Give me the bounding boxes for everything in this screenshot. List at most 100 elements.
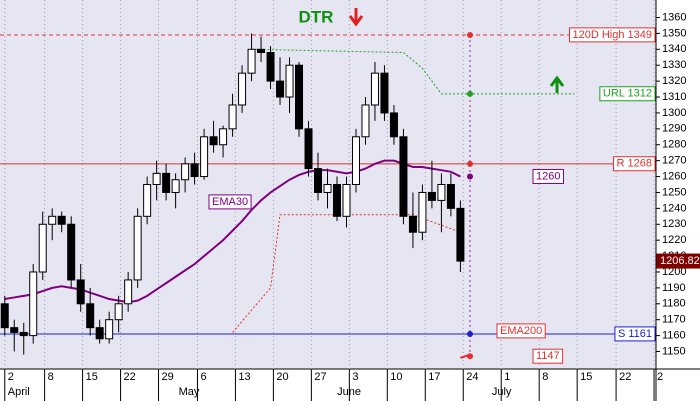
x-tick-label: 15 — [86, 371, 98, 383]
level-dot — [467, 160, 473, 167]
label-box — [614, 326, 656, 342]
month-label: April — [8, 386, 30, 398]
candle-body — [446, 184, 455, 209]
y-tick-label: 1260 — [662, 170, 686, 182]
label-box — [656, 253, 700, 269]
y-tick-label: 1280 — [662, 139, 686, 151]
candle-body — [19, 331, 28, 337]
candle-body — [67, 223, 76, 281]
x-tick-label: 2 — [8, 371, 14, 383]
level-label: S 1161 — [618, 328, 652, 340]
chart-title: DTR — [299, 7, 334, 26]
stop-line — [251, 48, 575, 95]
x-tick-label: 24 — [466, 371, 478, 383]
x-tick-label: 15 — [580, 371, 592, 383]
candle-body — [389, 112, 398, 138]
level-label: 1260 — [536, 170, 560, 182]
candle-body — [456, 207, 465, 262]
level-label: URL 1312 — [603, 88, 652, 100]
candle-body — [276, 80, 285, 98]
label-box — [496, 323, 546, 339]
candle-body — [399, 136, 408, 217]
y-tick-label: 1200 — [662, 266, 686, 278]
candle-body — [95, 327, 104, 340]
candle-body — [10, 327, 19, 333]
candle-body — [48, 215, 57, 225]
x-tick-label: 22 — [124, 371, 136, 383]
x-tick-label: 1 — [504, 371, 510, 383]
candle-body — [57, 215, 66, 225]
level-dot — [467, 173, 473, 180]
level-label: R 1268 — [617, 158, 652, 170]
y-tick-label: 1180 — [662, 298, 686, 310]
label-box — [532, 348, 564, 364]
candle-body — [361, 104, 370, 138]
candle-body — [323, 184, 332, 193]
stop-line — [232, 214, 461, 333]
level-label: 120D High 1349 — [572, 29, 652, 41]
candle-body — [38, 223, 47, 273]
candle-body — [437, 184, 446, 201]
candle-body — [152, 172, 161, 185]
candle-body — [181, 163, 190, 181]
x-tick-label: 29 — [162, 371, 174, 383]
y-tick-label: 1350 — [662, 27, 686, 39]
candle-body — [408, 215, 417, 233]
x-tick-label: 17 — [428, 371, 440, 383]
candle-body — [219, 128, 228, 146]
candle-body — [200, 136, 209, 178]
candle-body — [418, 191, 427, 233]
y-tick-label: 1190 — [662, 282, 686, 294]
ema200-line — [460, 353, 471, 359]
label-box — [208, 194, 252, 210]
candle-body — [370, 72, 379, 106]
candle-body — [257, 48, 266, 53]
candle-body — [143, 184, 152, 217]
y-tick-label: 1240 — [662, 202, 686, 214]
candle-body — [266, 51, 275, 82]
level-dot — [467, 331, 473, 338]
x-tick-label: 22 — [619, 371, 631, 383]
candle-body — [29, 271, 38, 337]
month-label: June — [337, 386, 361, 398]
candle-body — [285, 64, 294, 98]
y-tick-label: 1360 — [662, 11, 686, 23]
candle-body — [304, 128, 313, 170]
candle-body — [86, 303, 95, 329]
candle-body — [314, 168, 323, 193]
label-box — [532, 168, 564, 184]
last-price-label: 1206.82 — [660, 255, 700, 267]
x-tick-label: 10 — [390, 371, 402, 383]
y-tick-label: 1220 — [662, 234, 686, 246]
candle-body — [342, 184, 351, 217]
candle-body — [124, 279, 133, 305]
candle-body — [76, 279, 85, 305]
month-label: May — [179, 386, 200, 398]
level-label: 1147 — [536, 350, 560, 362]
candle-body — [332, 184, 341, 217]
y-tick-label: 1230 — [662, 218, 686, 230]
candle-body — [238, 72, 247, 106]
y-tick-label: 1270 — [662, 155, 686, 167]
candle-body — [380, 72, 389, 114]
y-tick-label: 1300 — [662, 107, 686, 119]
y-tick-label: 1290 — [662, 123, 686, 135]
candle-body — [0, 303, 9, 329]
y-tick-label: 1150 — [662, 345, 686, 357]
candle-body — [247, 48, 256, 74]
up-arrow — [549, 75, 565, 93]
y-tick-label: 1160 — [662, 330, 686, 342]
candle-body — [133, 215, 142, 281]
label-box — [568, 27, 656, 43]
candle-body — [209, 136, 218, 146]
candle-body — [351, 136, 360, 186]
level-dot — [467, 31, 473, 38]
label-box — [599, 86, 656, 102]
candle-body — [427, 191, 436, 201]
x-tick-label: 13 — [238, 371, 250, 383]
x-tick-label: 8 — [542, 371, 548, 383]
candle-body — [228, 104, 237, 130]
ema200-label: EMA200 — [500, 325, 542, 337]
